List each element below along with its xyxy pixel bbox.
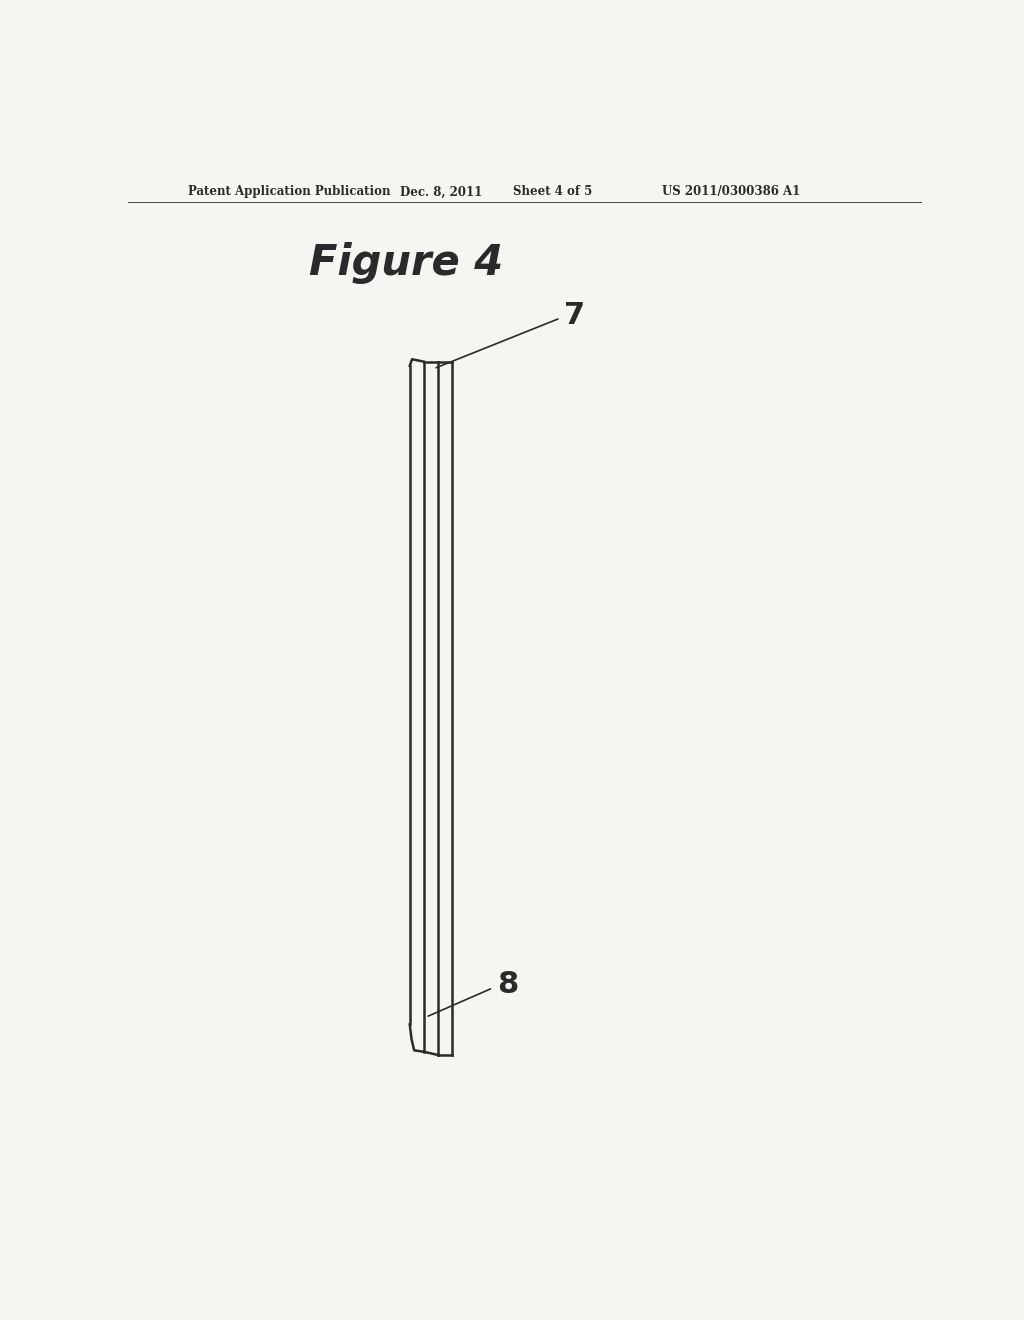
Text: Dec. 8, 2011: Dec. 8, 2011 [400,185,482,198]
Text: Patent Application Publication: Patent Application Publication [187,185,390,198]
Text: US 2011/0300386 A1: US 2011/0300386 A1 [662,185,801,198]
Text: Figure 4: Figure 4 [308,242,503,284]
Text: 7: 7 [564,301,586,330]
Text: Sheet 4 of 5: Sheet 4 of 5 [513,185,592,198]
Text: 8: 8 [497,970,518,999]
